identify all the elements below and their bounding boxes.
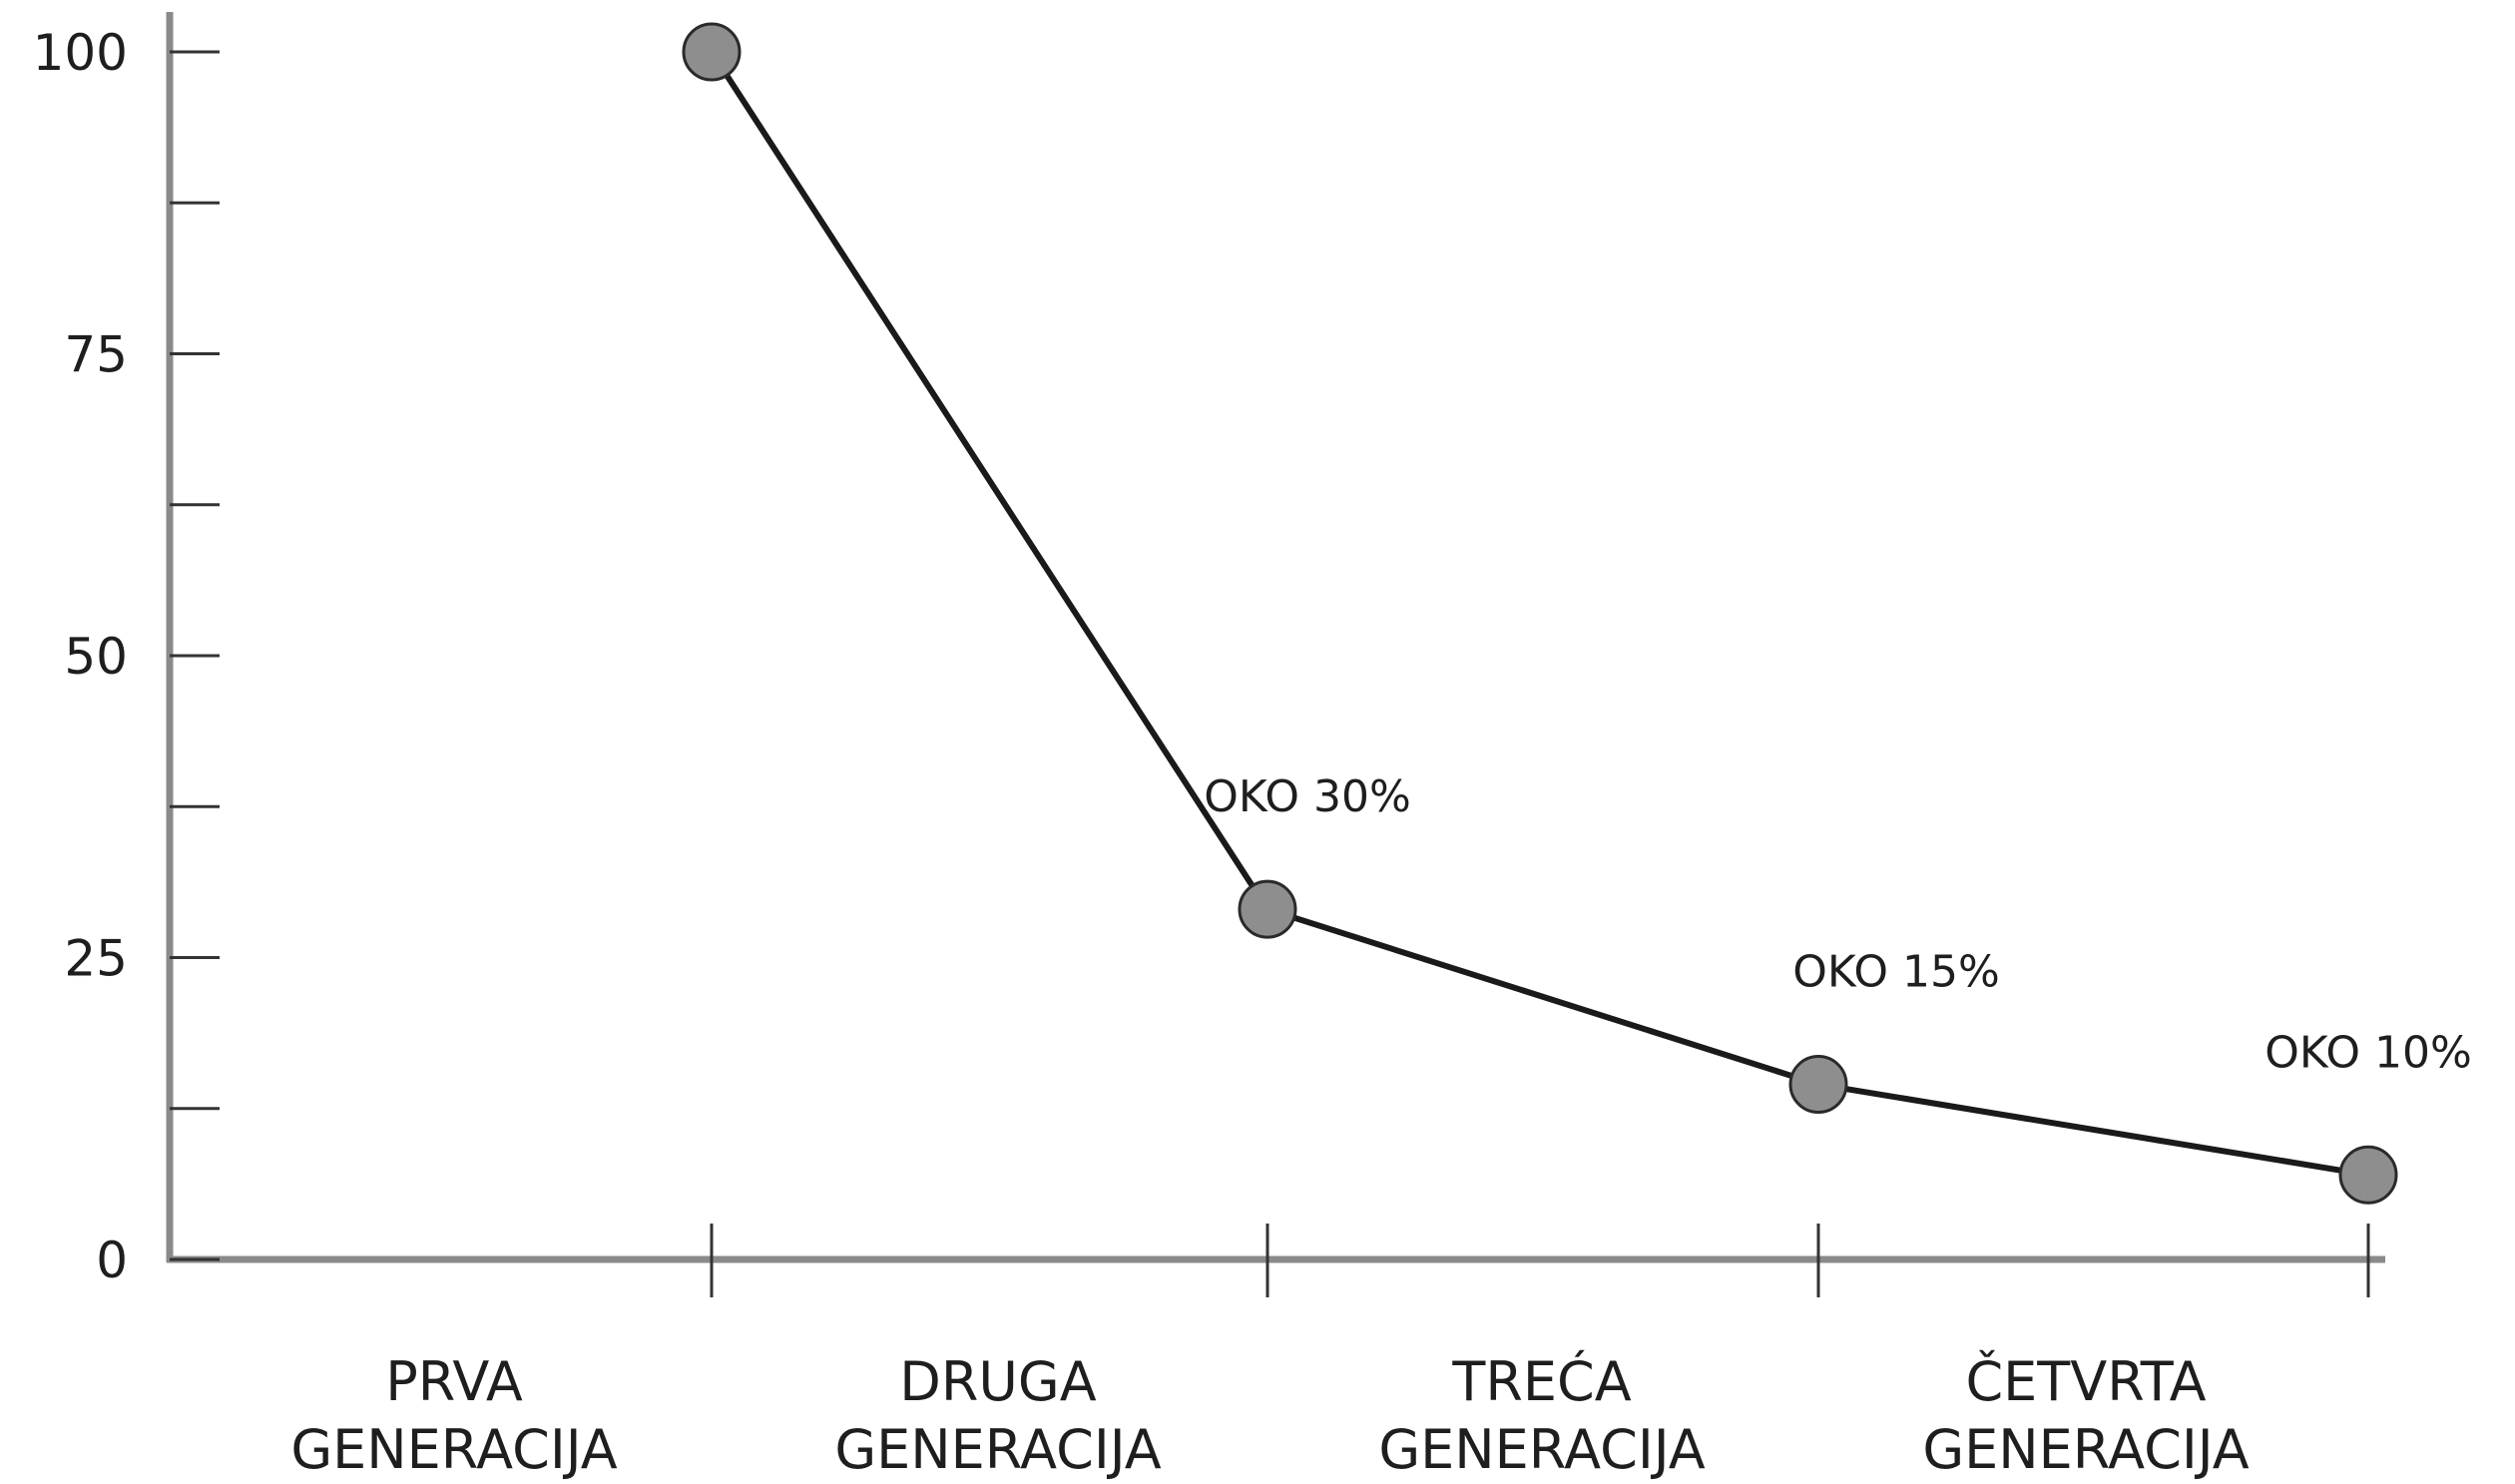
category-label-line2: GENERACIJA <box>1922 1418 2249 1481</box>
y-tick-label: 25 <box>64 930 128 988</box>
series-line <box>709 50 2369 1179</box>
data-point <box>1788 1055 1848 1115</box>
x-ticks <box>710 1224 2370 1297</box>
category-label-line2: GENERACIJA <box>1378 1418 1705 1481</box>
y-tick-label: 50 <box>64 628 128 686</box>
y-tick-label: 75 <box>64 326 128 384</box>
data-label: OKO 15% <box>1792 947 2000 998</box>
data-point <box>682 22 742 82</box>
category-label: ČETVRTA GENERACIJA <box>1922 1350 2249 1481</box>
y-tick-label: 100 <box>33 24 128 82</box>
category-label: TREĆA GENERACIJA <box>1378 1350 1705 1481</box>
category-label-line2: GENERACIJA <box>290 1418 617 1481</box>
category-label-line1: TREĆA <box>1451 1350 1631 1413</box>
axes <box>166 12 2385 1263</box>
category-label-line2: GENERACIJA <box>834 1418 1161 1481</box>
category-label-line1: DRUGA <box>899 1350 1096 1413</box>
y-tick-label: 0 <box>96 1232 128 1289</box>
series <box>682 22 2398 1205</box>
data-point <box>2338 1145 2398 1205</box>
data-point <box>1238 879 1297 939</box>
category-label-line1: ČETVRTA <box>1965 1350 2206 1413</box>
data-labels: OKO 30% OKO 15% OKO 10% <box>1204 771 2472 1078</box>
data-label: OKO 10% <box>2264 1027 2472 1078</box>
category-label: DRUGA GENERACIJA <box>834 1350 1161 1481</box>
y-ticks: 0 25 50 75 100 <box>33 24 220 1289</box>
category-label-line1: PRVA <box>385 1350 523 1413</box>
data-label: OKO 30% <box>1204 771 1411 822</box>
category-label: PRVA GENERACIJA <box>290 1350 617 1481</box>
